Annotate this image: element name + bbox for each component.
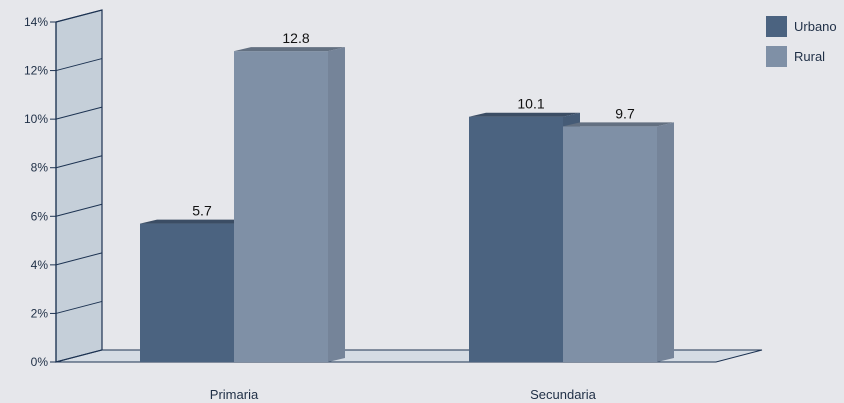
x-category-label: Primaria: [210, 387, 259, 402]
data-label: 9.7: [615, 105, 635, 121]
x-category-label: Secundaria: [530, 387, 597, 402]
y-tick-label: 10%: [24, 112, 48, 126]
x-axis-category-labels: Primaria Secundaria: [210, 387, 597, 402]
legend-label-urbano: Urbano: [794, 19, 837, 34]
data-label: 12.8: [282, 30, 309, 46]
chart-back-wall-panel: [55, 9, 103, 363]
y-grid-line: [55, 9, 103, 23]
legend: Urbano Rural: [766, 16, 837, 67]
y-tick-label: 14%: [24, 15, 48, 29]
bar-rural-primaria: [234, 51, 328, 363]
y-grid-line: [55, 349, 103, 363]
data-labels: 5.7 12.8 10.1 9.7: [192, 30, 635, 218]
data-label: 10.1: [517, 96, 544, 112]
y-tick-label: 4%: [31, 258, 49, 272]
legend-swatch-rural: [766, 46, 787, 67]
y-tick-label: 0%: [31, 355, 49, 369]
bar-urbano-primaria: [140, 223, 234, 362]
y-tick-label: 8%: [31, 161, 49, 175]
bar-side-face: [328, 47, 345, 363]
bar-rural-secundaria: [563, 126, 657, 362]
bar-top-face: [234, 47, 345, 52]
bar-top-face: [469, 112, 580, 117]
data-label: 5.7: [192, 203, 212, 219]
y-grid-line: [55, 300, 103, 314]
y-tick-label: 12%: [24, 64, 48, 78]
bar-series: [140, 47, 674, 363]
legend-swatch-urbano: [766, 16, 787, 37]
bar-urbano-secundaria: [469, 116, 563, 362]
y-grid-line: [55, 155, 103, 169]
y-axis: 0% 2% 4% 6% 8% 10% 12% 14%: [24, 9, 103, 369]
legend-label-rural: Rural: [794, 49, 825, 64]
y-grid-line: [55, 252, 103, 266]
chart-back-wall: [55, 9, 103, 363]
bar-top-face: [563, 122, 674, 127]
bar-top-face: [140, 219, 251, 224]
y-tick-label: 6%: [31, 209, 49, 223]
y-tick-label: 2%: [31, 306, 49, 320]
y-grid-line: [55, 106, 103, 120]
y-grid-line: [55, 58, 103, 72]
y-grid-line: [55, 203, 103, 217]
bar-side-face: [657, 122, 674, 362]
